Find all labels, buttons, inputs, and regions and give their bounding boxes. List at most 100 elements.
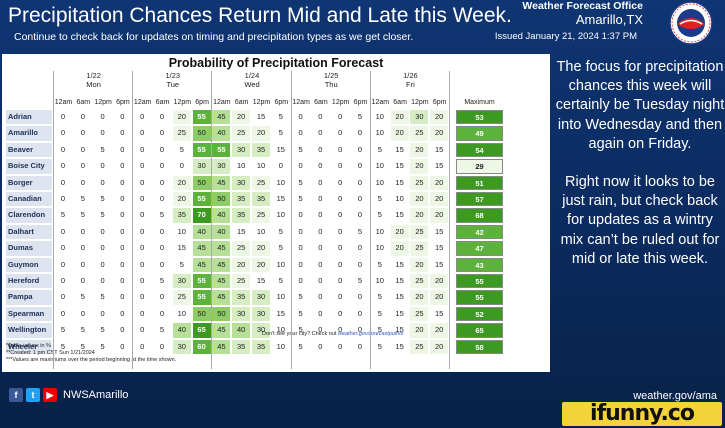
pop-cell: 50	[192, 306, 211, 322]
max-cell: 47	[456, 241, 503, 256]
pop-cell: 30	[232, 175, 251, 190]
day-name: Mon	[86, 80, 101, 89]
pop-cell: 45	[212, 290, 231, 305]
pop-cell: 0	[291, 257, 310, 272]
pop-cell: 5	[370, 257, 389, 272]
pop-cell: 20	[252, 126, 270, 141]
pop-cell: 20	[410, 142, 429, 158]
website-link[interactable]: weather.gov/ama	[633, 390, 717, 402]
pop-cell: 25	[252, 175, 270, 190]
page-title: Precipitation Chances Return Mid and Lat…	[8, 4, 512, 27]
pop-cell: 0	[311, 208, 330, 223]
pop-cell: 0	[133, 110, 152, 125]
pop-cell: 0	[351, 323, 369, 338]
pop-cell: 5	[93, 208, 112, 223]
pop-cell: 55	[192, 110, 211, 125]
pop-cell: 20	[390, 110, 409, 125]
pop-cell: 20	[252, 257, 270, 272]
max-cell: 55	[456, 290, 503, 305]
pop-cell: 20	[390, 126, 409, 141]
pop-cell: 0	[271, 159, 290, 174]
pop-cell: 0	[291, 126, 310, 141]
pop-cell: 0	[73, 175, 92, 190]
pop-cell: 65	[192, 323, 211, 338]
pop-cell: 0	[153, 290, 171, 305]
social-links: f t ▶ NWSAmarillo	[9, 388, 128, 402]
hour-header: 6am	[234, 99, 249, 106]
footer-bar: f t ▶ NWSAmarillo weather.gov/ama	[0, 384, 725, 408]
pop-cell: 0	[93, 306, 112, 322]
pop-cell: 45	[212, 241, 231, 256]
max-cell: 53	[456, 110, 503, 125]
pop-cell: 10	[271, 290, 290, 305]
youtube-icon[interactable]: ▶	[43, 388, 57, 402]
pop-cell: 5	[271, 110, 290, 125]
pop-cell: 0	[331, 274, 350, 289]
pop-cell: 15	[430, 159, 449, 174]
pop-cell: 25	[410, 306, 429, 322]
pop-cell: 20	[410, 159, 429, 174]
pop-cell: 0	[291, 224, 310, 240]
pop-cell: 35	[232, 192, 251, 207]
pop-cell: 0	[351, 257, 369, 272]
pop-cell: 0	[54, 159, 72, 174]
twitter-icon[interactable]: t	[26, 388, 40, 402]
pop-cell: 15	[390, 306, 409, 322]
pop-cell: 0	[311, 274, 330, 289]
pop-cell: 50	[212, 306, 231, 322]
pop-cell: 20	[430, 290, 449, 305]
pop-cell: 5	[93, 323, 112, 338]
pop-cell: 0	[311, 192, 330, 207]
pop-cell: 0	[113, 257, 132, 272]
location-label: Canadian	[6, 192, 52, 207]
pop-cell: 0	[153, 192, 171, 207]
pop-cell: 25	[410, 339, 429, 354]
hour-header: 6pm	[116, 99, 130, 106]
pop-cell: 30	[172, 339, 191, 354]
pop-cell: 30	[410, 110, 429, 125]
pop-cell: 0	[54, 175, 72, 190]
pop-cell: 45	[192, 241, 211, 256]
location-label: Clarendon	[6, 208, 52, 223]
pop-cell: 10	[172, 224, 191, 240]
day-header-tue: 1/23 Tue	[133, 71, 212, 89]
pop-cell: 0	[54, 241, 72, 256]
pop-cell: 0	[73, 126, 92, 141]
pop-cell: 5	[291, 290, 310, 305]
pop-cell: 20	[430, 274, 449, 289]
pop-cell: 5	[291, 142, 310, 158]
social-handle[interactable]: NWSAmarillo	[63, 389, 129, 401]
pop-cell: 35	[232, 208, 251, 223]
pop-cell: 0	[311, 290, 330, 305]
pop-cell: 5	[54, 339, 72, 354]
pop-cell: 0	[153, 142, 171, 158]
pop-cell: 0	[113, 192, 132, 207]
pop-cell: 10	[252, 224, 270, 240]
pop-cell: 15	[390, 257, 409, 272]
pop-cell: 0	[153, 159, 171, 174]
max-cell: 54	[456, 142, 503, 158]
location-label: Pampa	[6, 290, 52, 305]
pop-cell: 25	[410, 224, 429, 240]
pop-cell: 30	[232, 306, 251, 322]
pop-cell: 25	[232, 241, 251, 256]
pop-cell: 10	[172, 306, 191, 322]
pop-cell: 55	[192, 142, 211, 158]
pop-cell: 0	[311, 323, 330, 338]
day-date: 1/26	[403, 71, 418, 80]
pop-cell: 0	[133, 290, 152, 305]
pop-cell: 10	[271, 339, 290, 354]
pop-cell: 0	[331, 159, 350, 174]
location-label: Wellington	[6, 323, 52, 338]
day-header-thu: 1/25 Thu	[292, 71, 371, 89]
pop-cell: 20	[232, 257, 251, 272]
pop-cell: 25	[172, 126, 191, 141]
pop-cell: 15	[390, 142, 409, 158]
day-date: 1/23	[165, 71, 181, 80]
day-name: Thu	[324, 80, 338, 89]
facebook-icon[interactable]: f	[9, 388, 23, 402]
pop-table-panel: Probability of Precipitation Forecast 1/…	[2, 54, 550, 372]
pop-cell: 0	[113, 208, 132, 223]
pop-cell: 5	[73, 290, 92, 305]
location-label: Spearman	[6, 306, 52, 322]
